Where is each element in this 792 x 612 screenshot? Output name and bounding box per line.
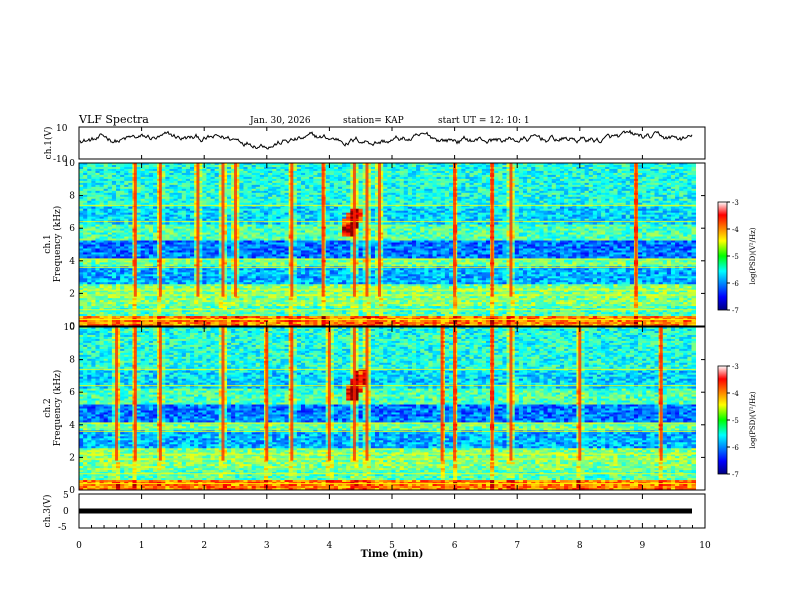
ch1-ytick-top: 10 — [56, 124, 68, 134]
ch1-waveform-panel: 10 -10 ch.1(V) — [43, 124, 705, 165]
vlf-figure: VLF Spectra Jan. 30, 2026 station= KAP s… — [0, 0, 792, 612]
station-label: station= KAP — [343, 116, 404, 126]
ch1-ylabel: ch.1(V) — [43, 127, 54, 160]
date-label: Jan. 30, 2026 — [249, 116, 311, 126]
start-time-label: start UT = 12: 10: 1 — [438, 116, 530, 126]
ch1-spectrogram-image — [79, 163, 696, 326]
ch1-waveform-frame — [79, 127, 705, 159]
figure-title: VLF Spectra — [78, 113, 149, 126]
